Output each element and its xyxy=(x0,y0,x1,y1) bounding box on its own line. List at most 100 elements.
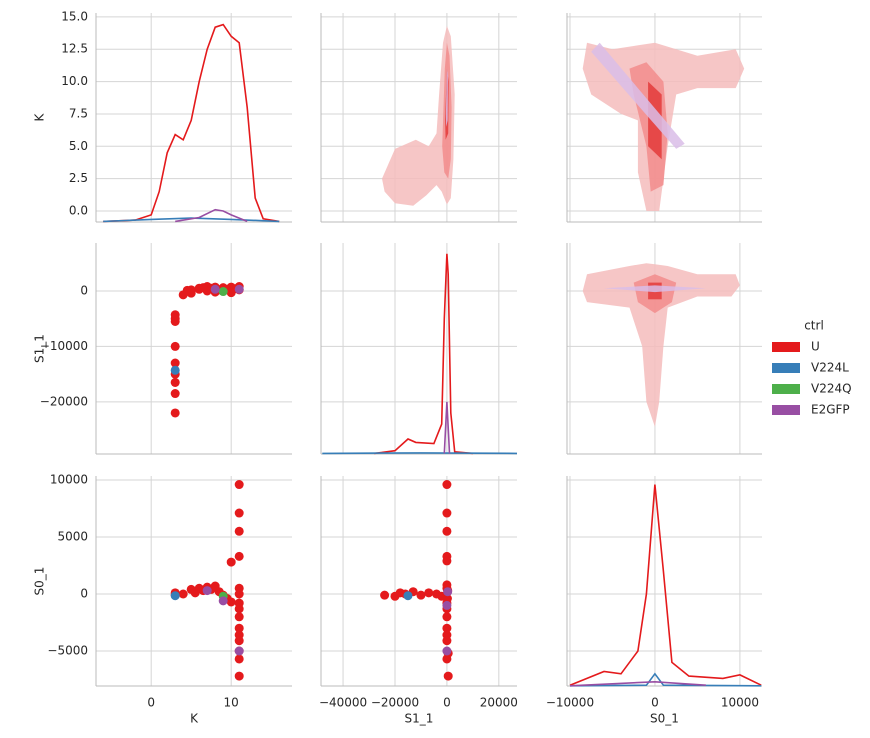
scatter-point xyxy=(442,612,452,622)
density-region xyxy=(382,25,455,206)
density-curve xyxy=(443,401,451,454)
scatter-point xyxy=(218,596,228,606)
x-tick-label: −20000 xyxy=(371,696,419,710)
y-tick-label: 2.5 xyxy=(69,171,88,185)
scatter-point xyxy=(226,597,236,607)
scatter-point xyxy=(202,586,212,596)
density-curve xyxy=(569,672,762,687)
legend-title: ctrl xyxy=(804,319,824,333)
scatter-point xyxy=(234,480,244,490)
legend-swatch xyxy=(772,363,800,373)
x-tick-label: 0 xyxy=(147,696,155,710)
x-tick-label: 10000 xyxy=(721,696,759,710)
scatter-point xyxy=(234,654,244,664)
density-curve xyxy=(569,484,762,686)
scatter-point xyxy=(234,604,244,614)
scatter-point xyxy=(170,358,180,368)
y-tick-label: 0 xyxy=(80,283,88,297)
scatter-point xyxy=(202,286,212,296)
y-tick-label: −5000 xyxy=(47,644,88,658)
y-tick-label: 5.0 xyxy=(69,139,88,153)
y-tick-label: 12.5 xyxy=(61,42,88,56)
legend-swatch xyxy=(772,384,800,394)
y-tick-label: 15.0 xyxy=(61,9,88,23)
scatter-point xyxy=(443,671,453,681)
y-tick-label: 7.5 xyxy=(69,106,88,120)
density-curve xyxy=(175,208,248,223)
scatter-point xyxy=(170,377,180,387)
scatter-point xyxy=(170,408,180,418)
y-tick-label: 10000 xyxy=(50,472,88,486)
scatter-point xyxy=(403,591,413,601)
scatter-point xyxy=(443,587,453,597)
y-axis-label: S1_1 xyxy=(33,334,47,363)
y-tick-label: 10.0 xyxy=(61,74,88,88)
legend-label: V224L xyxy=(811,361,849,375)
scatter-point xyxy=(234,671,244,681)
scatter-point xyxy=(170,365,180,375)
scatter-point xyxy=(424,588,434,598)
scatter-point xyxy=(380,590,390,600)
scatter-point xyxy=(170,316,180,326)
scatter-point xyxy=(182,285,192,295)
legend-label: U xyxy=(811,340,820,354)
x-tick-label: 0 xyxy=(443,696,451,710)
scatter-point xyxy=(234,623,244,633)
x-axis-label: S1_1 xyxy=(405,712,434,726)
scatter-point xyxy=(170,591,180,601)
legend-label: E2GFP xyxy=(811,403,850,417)
scatter-point xyxy=(226,288,236,298)
x-tick-label: 10 xyxy=(224,696,239,710)
x-tick-label: 20000 xyxy=(480,696,518,710)
y-tick-label: −20000 xyxy=(40,394,88,408)
x-axis-label: S0_1 xyxy=(650,712,679,726)
scatter-point xyxy=(234,284,244,294)
scatter-point xyxy=(234,508,244,518)
density-region xyxy=(445,68,448,127)
legend-swatch xyxy=(772,405,800,415)
density-curve xyxy=(569,680,706,687)
scatter-point xyxy=(170,389,180,399)
scatter-point xyxy=(416,590,426,600)
scatter-point xyxy=(234,551,244,561)
scatter-point xyxy=(442,508,452,518)
x-axis-label: K xyxy=(190,712,199,726)
scatter-point xyxy=(234,636,244,646)
scatter-point xyxy=(170,341,180,351)
y-axis-label: S0_1 xyxy=(33,567,47,596)
scatter-point xyxy=(442,623,452,633)
y-tick-label: 0 xyxy=(80,586,88,600)
scatter-point xyxy=(234,526,244,536)
y-axis-label: K xyxy=(33,112,47,121)
scatter-point xyxy=(210,284,220,294)
scatter-point xyxy=(226,557,236,567)
scatter-point xyxy=(442,636,452,646)
scatter-point xyxy=(218,287,228,297)
scatter-point xyxy=(442,556,452,566)
scatter-point xyxy=(442,594,452,604)
legend-swatch xyxy=(772,342,800,352)
density-region xyxy=(604,285,706,293)
scatter-point xyxy=(442,646,452,656)
x-tick-label: 0 xyxy=(651,696,659,710)
scatter-point xyxy=(442,600,452,610)
y-tick-label: 5000 xyxy=(57,529,88,543)
legend-label: V224Q xyxy=(811,382,852,396)
scatter-point xyxy=(194,283,204,293)
scatter-point xyxy=(234,612,244,622)
density-region xyxy=(582,263,740,427)
scatter-point xyxy=(234,589,244,599)
x-tick-label: −10000 xyxy=(546,696,594,710)
density-curve xyxy=(322,452,518,455)
y-tick-label: 0.0 xyxy=(69,204,88,218)
density-curve xyxy=(103,23,280,223)
y-tick-label: −10000 xyxy=(40,339,88,353)
density-region xyxy=(591,42,685,149)
density-curve xyxy=(374,253,473,455)
scatter-point xyxy=(442,480,452,490)
scatter-point xyxy=(178,589,188,599)
x-tick-label: −40000 xyxy=(319,696,367,710)
scatter-point xyxy=(442,526,452,536)
scatter-point xyxy=(234,646,244,656)
